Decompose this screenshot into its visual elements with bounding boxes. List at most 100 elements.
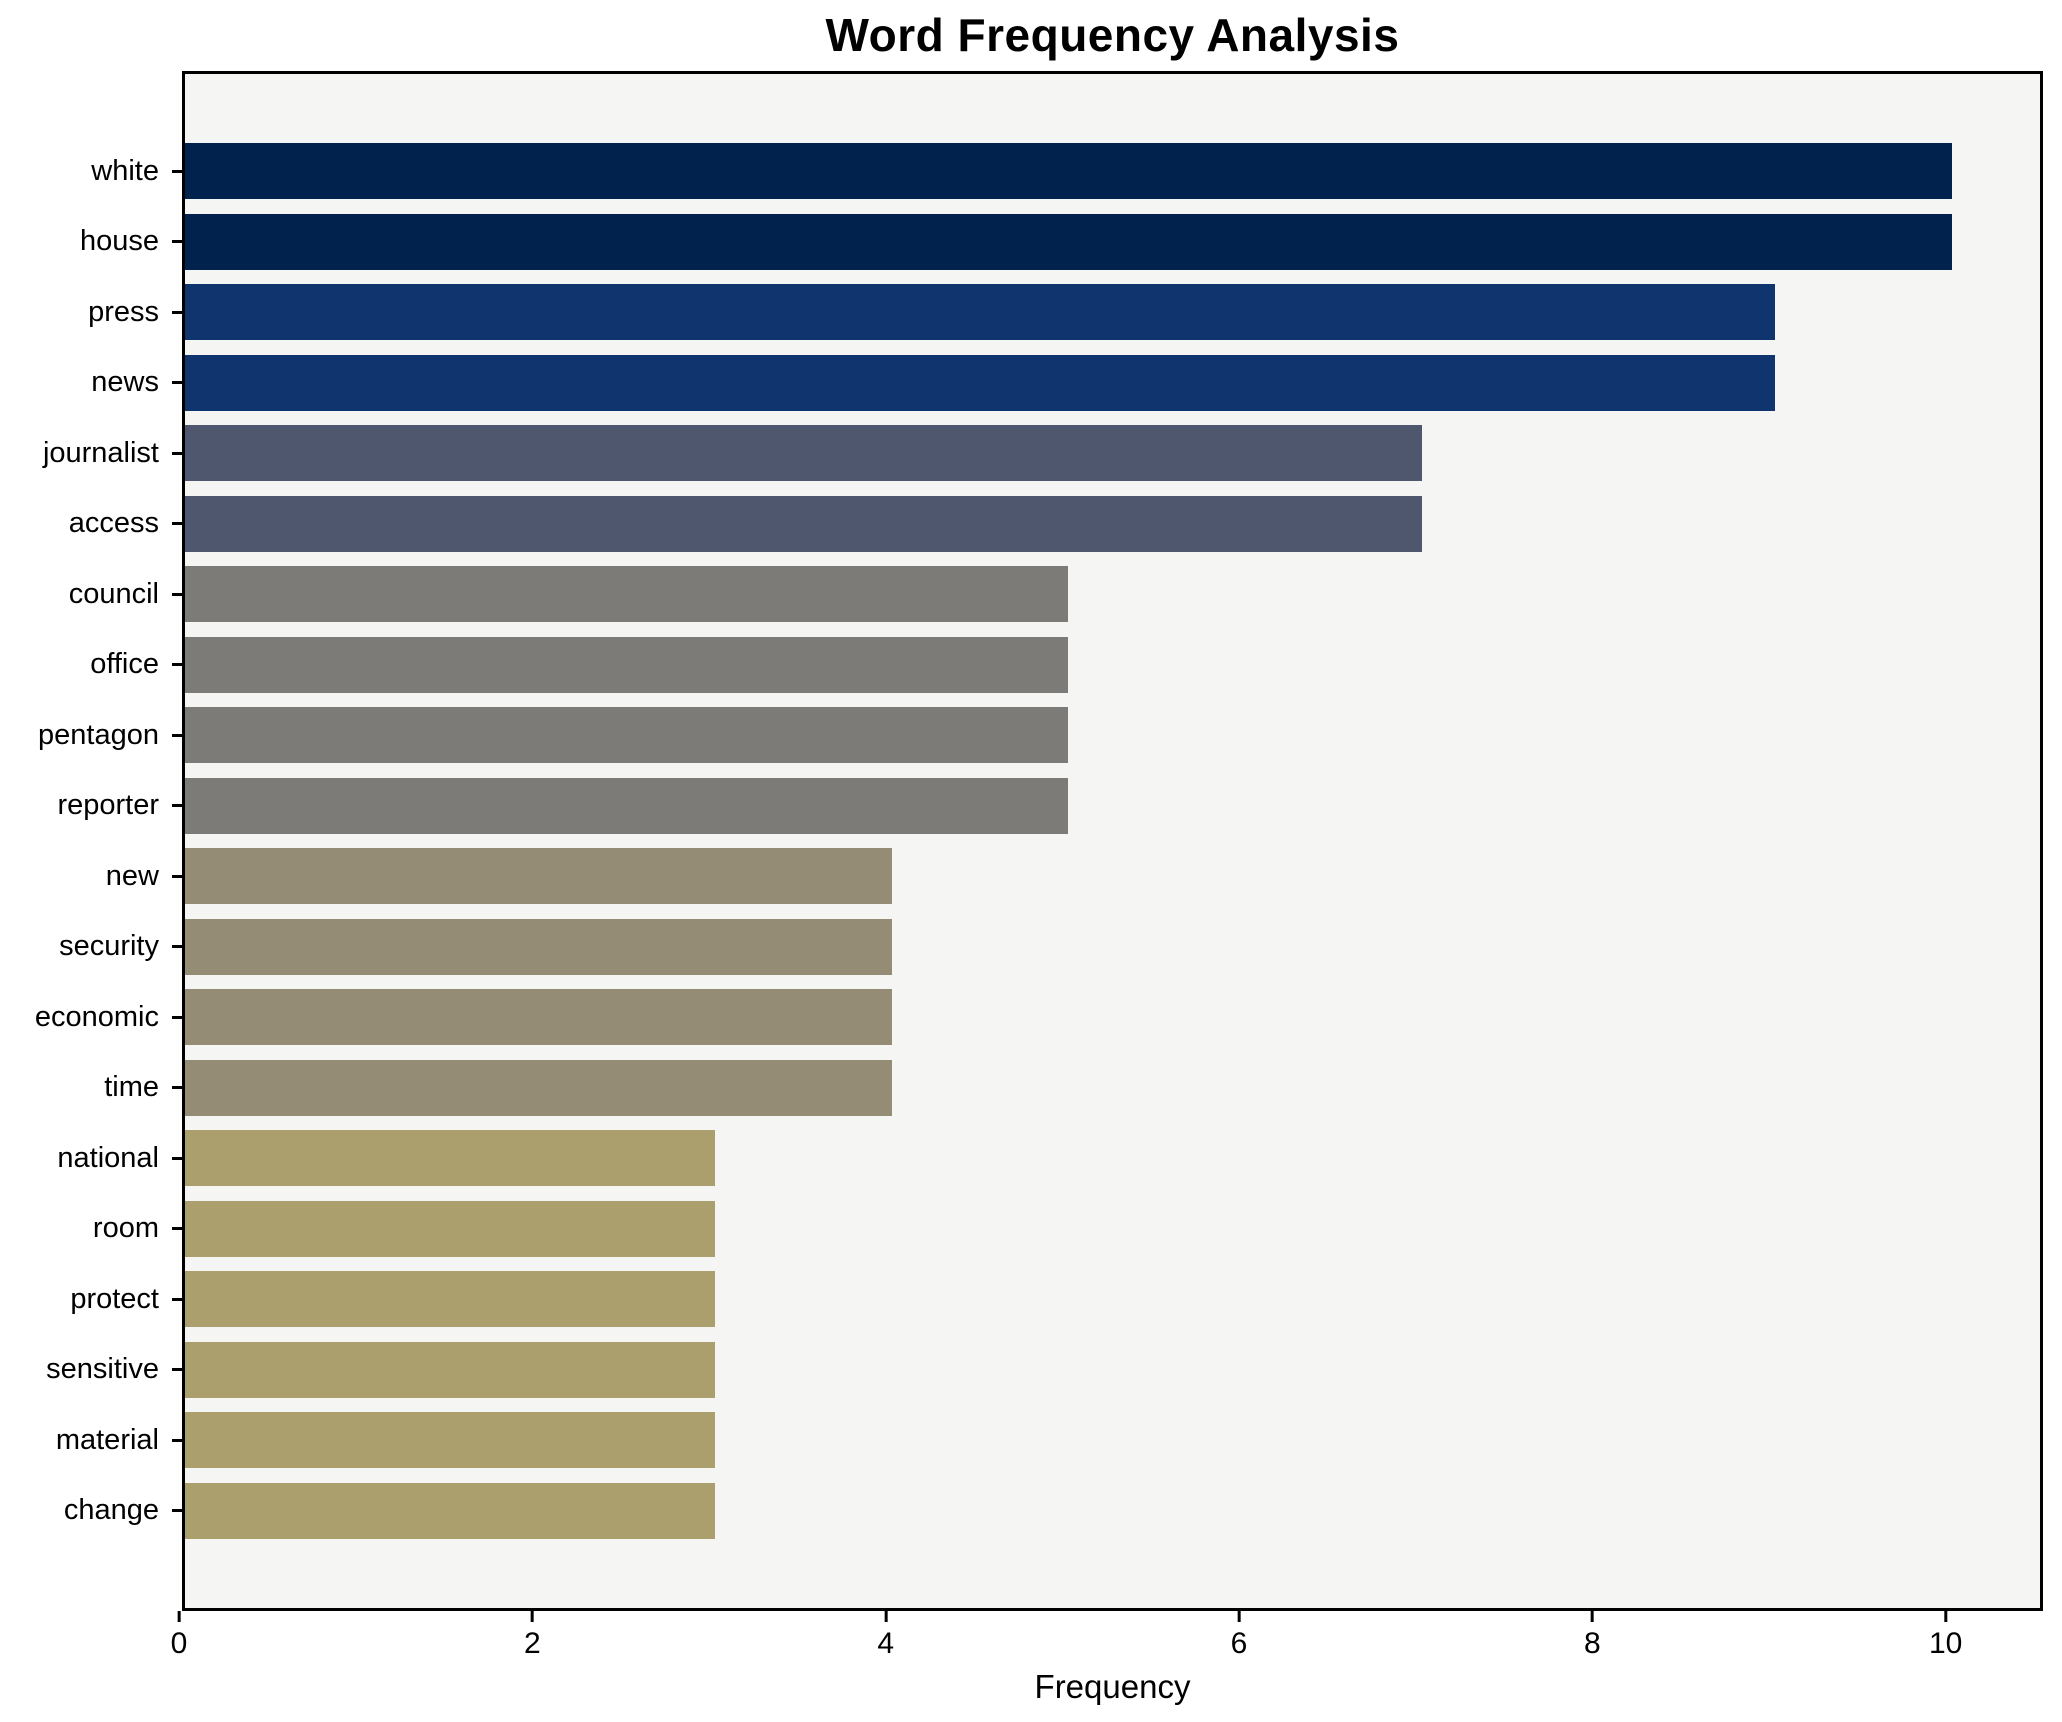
x-tick-mark bbox=[1944, 1611, 1948, 1622]
bar bbox=[185, 848, 892, 905]
y-tick-label: time bbox=[104, 1071, 159, 1104]
y-tick-label: change bbox=[63, 1494, 159, 1527]
y-tick-label: office bbox=[90, 648, 159, 681]
bar-row: access bbox=[69, 489, 2040, 560]
y-tick-label: economic bbox=[34, 1000, 159, 1033]
y-tick-label: reporter bbox=[57, 789, 159, 822]
y-tick-mark bbox=[172, 663, 182, 667]
bar bbox=[185, 213, 1952, 270]
y-tick-mark bbox=[172, 381, 182, 385]
bar-row: white bbox=[91, 136, 2040, 207]
bar bbox=[185, 707, 1069, 764]
bar bbox=[185, 1200, 715, 1257]
bar-row: pentagon bbox=[38, 700, 2040, 771]
bar-row: room bbox=[93, 1194, 2040, 1265]
bar bbox=[185, 1412, 715, 1469]
x-axis-label: Frequency bbox=[1034, 1668, 1191, 1705]
bar-row: national bbox=[57, 1123, 2040, 1194]
y-tick-mark bbox=[172, 592, 182, 596]
y-tick-label: access bbox=[68, 507, 159, 540]
y-tick-label: national bbox=[57, 1141, 159, 1174]
bar-rows-container: white house press news journalist access counc… bbox=[35, 136, 2040, 1547]
y-tick-mark bbox=[172, 945, 182, 949]
x-tick-mark bbox=[1237, 1611, 1241, 1622]
y-tick-label: material bbox=[55, 1423, 159, 1456]
y-tick-mark bbox=[172, 1509, 182, 1513]
bar bbox=[185, 989, 892, 1046]
x-tick: 0 bbox=[170, 1611, 188, 1660]
x-tick: 10 bbox=[1929, 1611, 1962, 1659]
y-tick-label: journalist bbox=[42, 436, 159, 469]
y-tick-mark bbox=[172, 1227, 182, 1231]
bar bbox=[185, 143, 1952, 200]
bar-row: change bbox=[64, 1476, 2040, 1547]
y-tick-label: sensitive bbox=[46, 1353, 159, 1386]
bar-row: time bbox=[104, 1053, 2040, 1124]
x-tick: 2 bbox=[524, 1611, 541, 1659]
x-tick-mark bbox=[1590, 1611, 1594, 1622]
bar bbox=[185, 354, 1775, 411]
y-tick-mark bbox=[172, 1368, 182, 1372]
bar bbox=[185, 566, 1069, 623]
bar-row: journalist bbox=[43, 418, 2040, 489]
bar-row: house bbox=[80, 207, 2040, 278]
y-tick-label: press bbox=[88, 295, 159, 328]
y-tick-label: house bbox=[79, 225, 159, 258]
x-tick-label: 4 bbox=[877, 1627, 894, 1660]
x-tick-mark bbox=[177, 1611, 181, 1622]
y-tick-label: protect bbox=[70, 1282, 159, 1315]
x-tick: 4 bbox=[877, 1611, 894, 1659]
y-tick-mark bbox=[172, 1086, 182, 1090]
bar bbox=[185, 1271, 715, 1328]
bar bbox=[185, 425, 1422, 482]
y-tick-label: room bbox=[92, 1212, 159, 1245]
y-tick-label: council bbox=[68, 577, 159, 610]
bar-row: press bbox=[88, 277, 2040, 348]
bar bbox=[185, 777, 1069, 834]
bar-row: economic bbox=[35, 982, 2040, 1053]
bar-row: security bbox=[59, 912, 2040, 983]
y-tick-label: news bbox=[91, 366, 159, 399]
bar-row: material bbox=[56, 1405, 2040, 1476]
y-tick-label: white bbox=[91, 154, 159, 187]
y-tick-mark bbox=[172, 310, 182, 314]
x-tick: 6 bbox=[1231, 1611, 1247, 1659]
bar-row: sensitive bbox=[46, 1335, 2040, 1406]
y-tick-mark bbox=[172, 1156, 182, 1160]
bar bbox=[185, 284, 1775, 341]
x-tick-label: 0 bbox=[170, 1627, 188, 1660]
x-tick-mark bbox=[530, 1611, 534, 1622]
y-tick-mark bbox=[172, 522, 182, 526]
x-axis-ticks: 0 2 4 6 8 10 bbox=[171, 1611, 2034, 1671]
bar bbox=[185, 1341, 715, 1398]
bar bbox=[185, 495, 1422, 552]
y-tick-label: pentagon bbox=[38, 718, 159, 751]
x-tick-label: 8 bbox=[1583, 1627, 1601, 1660]
x-tick-label: 2 bbox=[523, 1627, 541, 1660]
chart-title: Word Frequency Analysis bbox=[825, 9, 1400, 61]
y-tick-mark bbox=[172, 874, 182, 878]
bar bbox=[185, 918, 892, 975]
x-tick: 8 bbox=[1584, 1611, 1601, 1659]
bar-row: office bbox=[90, 630, 2040, 701]
bar bbox=[185, 636, 1069, 693]
bar bbox=[185, 1130, 715, 1187]
bar-row: new bbox=[106, 841, 2040, 912]
y-tick-mark bbox=[172, 451, 182, 455]
bar bbox=[185, 1482, 715, 1539]
y-tick-label: security bbox=[59, 930, 159, 963]
y-tick-mark bbox=[172, 169, 182, 173]
y-tick-label: new bbox=[105, 859, 159, 892]
y-tick-mark bbox=[172, 1438, 182, 1442]
bar-row: protect bbox=[70, 1264, 2040, 1335]
y-tick-mark bbox=[172, 733, 182, 737]
y-tick-mark bbox=[172, 1015, 182, 1019]
y-tick-mark bbox=[172, 1297, 182, 1301]
plot-area: white house press news journalist access counc… bbox=[35, 71, 2043, 1611]
bar-row: council bbox=[69, 559, 2040, 630]
y-tick-mark bbox=[172, 804, 182, 808]
y-tick-mark bbox=[172, 240, 182, 244]
x-tick-mark bbox=[884, 1611, 888, 1622]
x-tick-label: 10 bbox=[1928, 1627, 1963, 1660]
